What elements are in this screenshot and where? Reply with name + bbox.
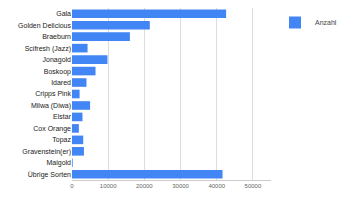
svg-text:Cripps Pink: Cripps Pink: [35, 90, 71, 98]
svg-text:Scifresh (Jazz): Scifresh (Jazz): [25, 45, 71, 53]
svg-text:Gala: Gala: [56, 10, 71, 17]
svg-text:Jonagold: Jonagold: [43, 56, 72, 64]
svg-text:Topaz: Topaz: [52, 136, 71, 144]
svg-text:Anzahl: Anzahl: [315, 19, 337, 26]
svg-text:30000: 30000: [172, 183, 189, 189]
svg-text:Übrige Sorten: Übrige Sorten: [28, 171, 71, 179]
svg-text:Maigold: Maigold: [46, 159, 71, 167]
svg-text:10000: 10000: [100, 183, 117, 189]
svg-text:20000: 20000: [136, 183, 153, 189]
svg-text:Gravenstein(er): Gravenstein(er): [22, 148, 71, 156]
svg-text:40000: 40000: [208, 183, 225, 189]
svg-text:Idared: Idared: [51, 79, 71, 86]
svg-text:0: 0: [70, 183, 74, 189]
svg-text:Boskoop: Boskoop: [44, 68, 71, 76]
svg-text:Braeburn: Braeburn: [42, 33, 71, 40]
svg-text:50000: 50000: [245, 183, 262, 189]
svg-text:Cox Orange: Cox Orange: [33, 125, 71, 133]
svg-text:Elstar: Elstar: [53, 113, 72, 120]
svg-text:Golden Delicious: Golden Delicious: [18, 22, 71, 29]
svg-text:Milwa (Diwa): Milwa (Diwa): [31, 102, 71, 110]
